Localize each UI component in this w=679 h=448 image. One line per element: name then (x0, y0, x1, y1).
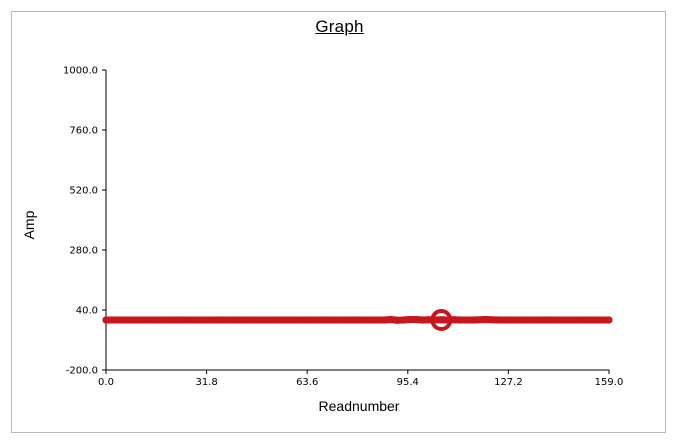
data-point (368, 316, 376, 324)
highlight-marker (430, 309, 453, 331)
data-point (570, 316, 578, 324)
data-point (165, 316, 173, 324)
data-point (406, 315, 414, 324)
data-point (583, 316, 591, 324)
data-point (153, 316, 161, 324)
data-point (317, 316, 325, 324)
tick-labels: 1000.0 760.0 520.0 280.0 40.0 -200.00.0 31.8 63… (63, 66, 623, 389)
data-point (330, 316, 338, 324)
data-point (127, 316, 135, 324)
y-tick-label: 40.0 (76, 306, 98, 317)
data-point (190, 316, 199, 324)
data-point (254, 316, 262, 324)
data-point (228, 316, 237, 324)
y-tick-label: 760.0 (69, 126, 98, 137)
data-point (532, 316, 540, 324)
data-point (342, 316, 351, 324)
data-point (266, 316, 275, 324)
data-point (393, 316, 401, 324)
data-point (456, 316, 464, 324)
y-tick-label: 280.0 (69, 246, 98, 257)
data-point (595, 316, 604, 324)
data-point (292, 316, 300, 324)
data-point (355, 316, 363, 324)
data-point (545, 316, 553, 324)
y-tick-label: 520.0 (69, 186, 98, 197)
axes (102, 69, 610, 374)
x-axis-label: Readnumber (318, 398, 400, 414)
data-point (387, 315, 395, 324)
data-point (399, 316, 407, 324)
x-tick-label: 63.6 (296, 377, 318, 388)
data-point (178, 316, 186, 324)
x-tick-label: 95.4 (397, 377, 419, 388)
data-point (469, 316, 477, 324)
x-tick-label: 0.0 (98, 377, 114, 388)
data-point (115, 316, 123, 324)
data-point (412, 315, 420, 324)
data-point (482, 315, 490, 324)
x-tick-label: 159.0 (595, 377, 624, 388)
data-point (203, 316, 211, 324)
data-point (605, 316, 613, 324)
data-point (241, 316, 249, 324)
data-point (140, 316, 148, 324)
data-point (418, 316, 426, 324)
data-point (216, 316, 224, 324)
x-tick-label: 31.8 (195, 377, 217, 388)
data-point (102, 316, 110, 324)
data-point (437, 316, 445, 324)
data-point (519, 316, 528, 324)
y-tick-label: 1000.0 (63, 66, 98, 77)
chart-frame (11, 11, 666, 433)
data-point (494, 316, 502, 324)
data-marks (102, 309, 613, 331)
y-tick-label: -200.0 (66, 366, 98, 377)
x-tick-label: 127.2 (494, 377, 523, 388)
data-point (557, 316, 566, 324)
chart-title: Graph (315, 17, 364, 36)
data-point (380, 316, 388, 324)
data-point (507, 316, 515, 324)
data-point (304, 316, 313, 324)
data-point (279, 316, 287, 324)
